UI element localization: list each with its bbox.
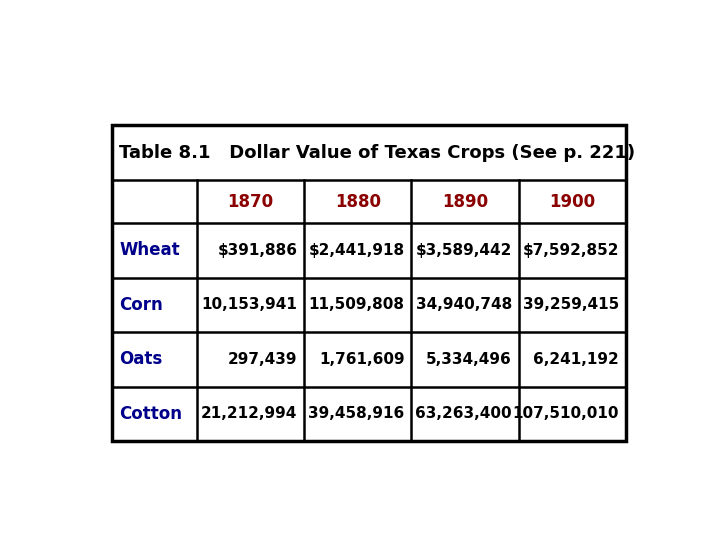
Text: 5,334,496: 5,334,496 — [426, 352, 512, 367]
Text: Cotton: Cotton — [119, 405, 182, 423]
Text: 63,263,400: 63,263,400 — [415, 406, 512, 421]
Text: 21,212,994: 21,212,994 — [201, 406, 297, 421]
Text: 1880: 1880 — [335, 193, 381, 211]
Text: 1870: 1870 — [228, 193, 274, 211]
Text: 39,259,415: 39,259,415 — [523, 298, 619, 312]
Text: 1890: 1890 — [442, 193, 488, 211]
Text: 1,761,609: 1,761,609 — [319, 352, 405, 367]
Text: $391,886: $391,886 — [217, 243, 297, 258]
Text: 107,510,010: 107,510,010 — [513, 406, 619, 421]
Text: Oats: Oats — [119, 350, 162, 368]
Text: 10,153,941: 10,153,941 — [202, 298, 297, 312]
Text: $3,589,442: $3,589,442 — [415, 243, 512, 258]
Text: Table 8.1   Dollar Value of Texas Crops (See p. 221): Table 8.1 Dollar Value of Texas Crops (S… — [119, 144, 635, 162]
Text: 6,241,192: 6,241,192 — [534, 352, 619, 367]
Text: 297,439: 297,439 — [228, 352, 297, 367]
Text: $2,441,918: $2,441,918 — [309, 243, 405, 258]
Text: 1900: 1900 — [549, 193, 595, 211]
Text: Corn: Corn — [119, 296, 163, 314]
Text: Wheat: Wheat — [119, 241, 180, 259]
Text: 34,940,748: 34,940,748 — [415, 298, 512, 312]
Text: 11,509,808: 11,509,808 — [309, 298, 405, 312]
Text: 39,458,916: 39,458,916 — [308, 406, 405, 421]
Text: $7,592,852: $7,592,852 — [523, 243, 619, 258]
